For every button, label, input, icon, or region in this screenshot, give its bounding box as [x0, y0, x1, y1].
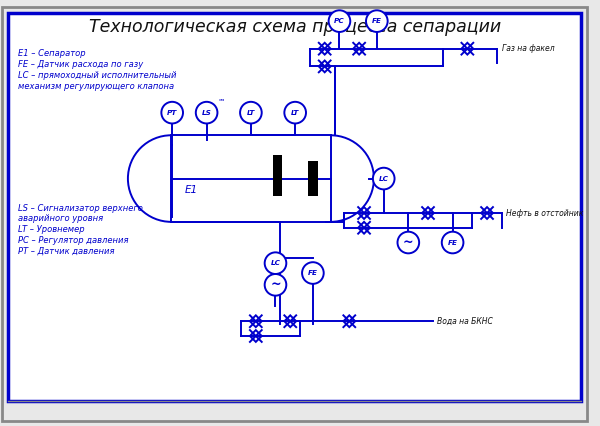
Circle shape: [265, 274, 286, 296]
Circle shape: [397, 232, 419, 253]
Text: PT – Датчик давления: PT – Датчик давления: [18, 247, 114, 256]
Circle shape: [265, 252, 286, 274]
Text: FE – Датчик расхода по газу: FE – Датчик расхода по газу: [18, 60, 143, 69]
Text: PC: PC: [334, 18, 345, 24]
Text: механизм регулирующего клапона: механизм регулирующего клапона: [18, 81, 174, 91]
Text: LC: LC: [379, 176, 389, 181]
Text: LT – Уровнемер: LT – Уровнемер: [18, 225, 85, 234]
Text: Нефть в отстойник: Нефть в отстойник: [506, 208, 583, 218]
Circle shape: [161, 102, 183, 124]
Text: E1 – Сепаратор: E1 – Сепаратор: [18, 49, 85, 58]
Circle shape: [284, 102, 306, 124]
Text: LS – Сигнализатор верхнего: LS – Сигнализатор верхнего: [18, 204, 143, 213]
FancyBboxPatch shape: [272, 161, 283, 196]
Text: ~: ~: [403, 236, 413, 249]
FancyBboxPatch shape: [2, 7, 587, 420]
Circle shape: [240, 102, 262, 124]
Circle shape: [302, 262, 324, 284]
Text: E1: E1: [184, 185, 197, 196]
Text: FE: FE: [308, 270, 318, 276]
Text: LC: LC: [271, 260, 280, 266]
Text: FE: FE: [372, 18, 382, 24]
Circle shape: [373, 168, 395, 190]
Text: PT: PT: [167, 109, 178, 115]
Circle shape: [196, 102, 217, 124]
Text: LC – прямоходный исполнительный: LC – прямоходный исполнительный: [18, 71, 176, 80]
FancyBboxPatch shape: [272, 155, 283, 175]
Text: Технологическая схема процесса сепарации: Технологическая схема процесса сепарации: [89, 18, 501, 36]
Text: "": "": [218, 98, 224, 104]
Circle shape: [442, 232, 463, 253]
Text: PC – Регулятор давления: PC – Регулятор давления: [18, 236, 128, 245]
FancyBboxPatch shape: [308, 161, 318, 196]
Text: аварийного уровня: аварийного уровня: [18, 214, 103, 223]
FancyBboxPatch shape: [8, 13, 581, 401]
Text: LT: LT: [247, 109, 255, 115]
Circle shape: [366, 10, 388, 32]
Text: LS: LS: [202, 109, 212, 115]
Text: ~: ~: [270, 278, 281, 291]
Text: FE: FE: [448, 239, 458, 245]
FancyBboxPatch shape: [171, 135, 331, 222]
Circle shape: [329, 10, 350, 32]
Text: Вода на БКНС: Вода на БКНС: [437, 317, 493, 326]
Text: LT: LT: [291, 109, 299, 115]
Text: Газ на факел: Газ на факел: [502, 44, 554, 53]
